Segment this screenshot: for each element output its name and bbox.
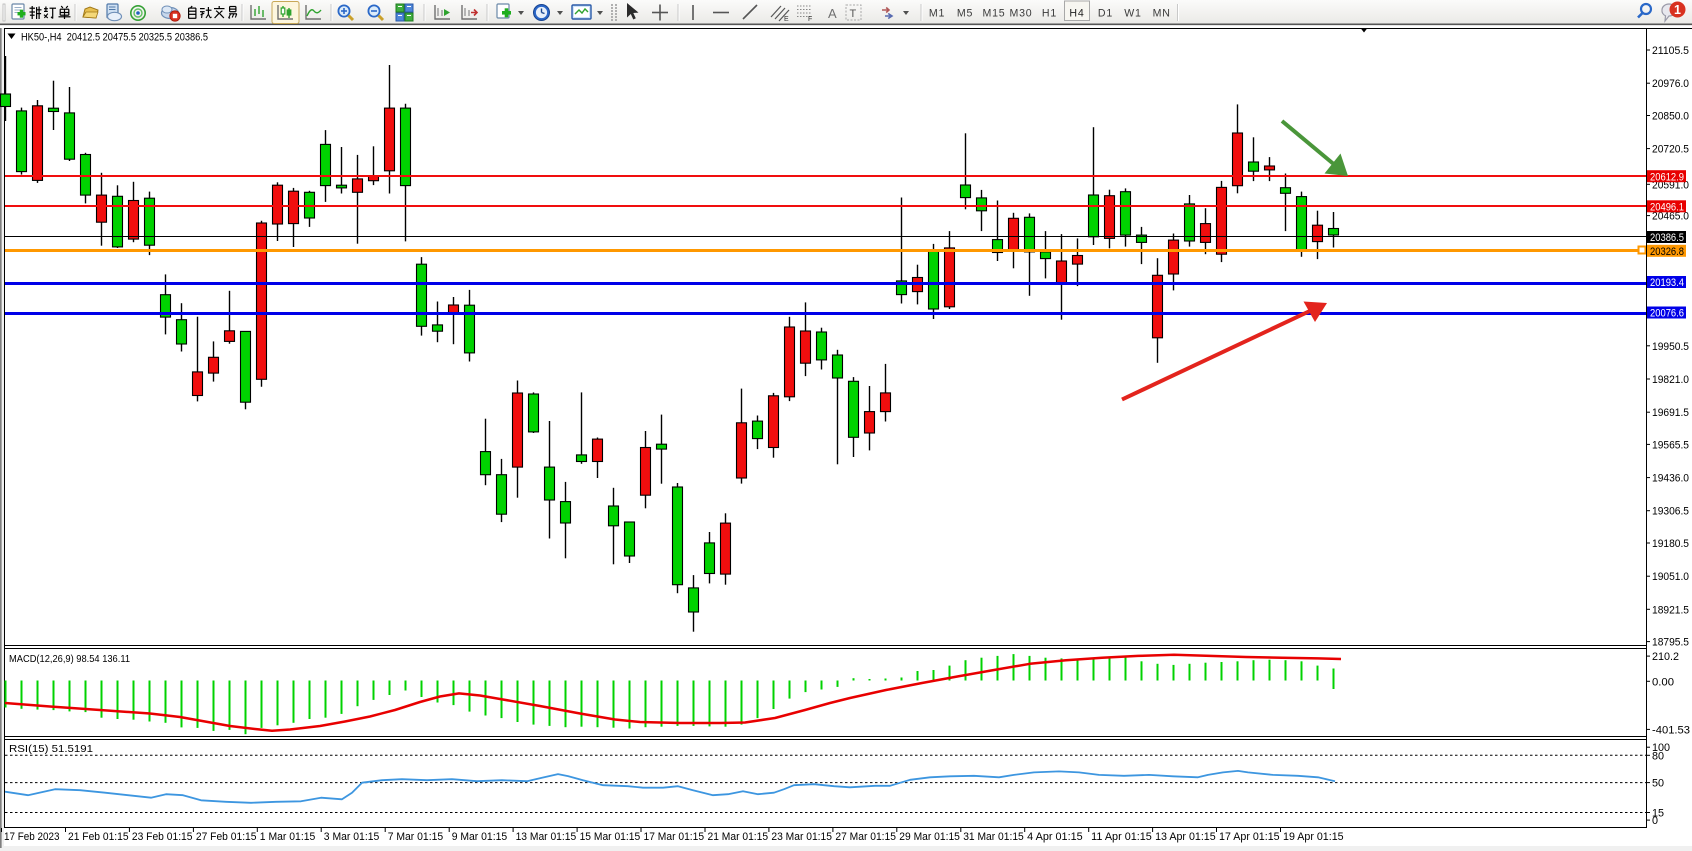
svg-text:A: A	[828, 6, 837, 21]
svg-text:W1: W1	[1124, 8, 1142, 20]
svg-text:20496.1: 20496.1	[1650, 202, 1684, 214]
svg-text:20193.4: 20193.4	[1650, 277, 1684, 289]
svg-text:20386.5: 20386.5	[1650, 232, 1684, 244]
svg-text:T: T	[850, 8, 857, 20]
svg-text:18795.5: 18795.5	[1652, 637, 1689, 649]
svg-text:20720.5: 20720.5	[1652, 144, 1689, 156]
svg-text:15 Mar 01:15: 15 Mar 01:15	[580, 831, 641, 843]
svg-text:19950.5: 19950.5	[1652, 341, 1689, 353]
svg-text:19306.5: 19306.5	[1652, 506, 1689, 518]
svg-text:27 Feb 01:15: 27 Feb 01:15	[196, 831, 257, 843]
svg-text:1 Mar 01:15: 1 Mar 01:15	[260, 831, 316, 843]
svg-text:19180.5: 19180.5	[1652, 538, 1689, 550]
svg-text:31 Mar 01:15: 31 Mar 01:15	[963, 831, 1024, 843]
svg-text:H4: H4	[1069, 8, 1084, 20]
svg-text:13 Apr 01:15: 13 Apr 01:15	[1155, 831, 1216, 843]
svg-text:4 Apr 01:15: 4 Apr 01:15	[1027, 831, 1083, 843]
svg-text:3 Mar 01:15: 3 Mar 01:15	[324, 831, 380, 843]
svg-text:21105.5: 21105.5	[1652, 45, 1689, 57]
svg-text:23 Mar 01:15: 23 Mar 01:15	[771, 831, 832, 843]
svg-text:80: 80	[1652, 750, 1664, 762]
svg-text:20976.0: 20976.0	[1652, 78, 1689, 90]
svg-text:MACD(12,26,9) 98.54 136.11: MACD(12,26,9) 98.54 136.11	[9, 653, 130, 665]
svg-text:20076.6: 20076.6	[1650, 308, 1684, 320]
svg-text:17 Apr 01:15: 17 Apr 01:15	[1219, 831, 1280, 843]
svg-text:19565.5: 19565.5	[1652, 439, 1689, 451]
svg-text:21 Feb 01:15: 21 Feb 01:15	[68, 831, 129, 843]
svg-text:100: 100	[1652, 742, 1670, 754]
svg-text:27 Mar 01:15: 27 Mar 01:15	[835, 831, 896, 843]
svg-text:210.2: 210.2	[1652, 651, 1679, 663]
svg-text:20591.0: 20591.0	[1652, 179, 1689, 191]
svg-text:0.00: 0.00	[1652, 676, 1674, 688]
svg-text:HK50-,H4 20412.5 20475.5 2032: HK50-,H4 20412.5 20475.5 20325.5 20386.5	[21, 31, 208, 43]
svg-text:17 Feb 2023: 17 Feb 2023	[4, 831, 60, 843]
svg-text:9 Mar 01:15: 9 Mar 01:15	[452, 831, 508, 843]
svg-text:50: 50	[1652, 778, 1664, 790]
svg-text:19 Apr 01:15: 19 Apr 01:15	[1283, 831, 1344, 843]
svg-text:M15: M15	[982, 8, 1005, 20]
svg-text:19051.0: 19051.0	[1652, 571, 1689, 583]
svg-text:H1: H1	[1042, 8, 1057, 20]
svg-text:F: F	[808, 16, 812, 23]
svg-text:E: E	[784, 16, 789, 23]
svg-text:17 Mar 01:15: 17 Mar 01:15	[644, 831, 705, 843]
svg-text:D1: D1	[1098, 8, 1113, 20]
svg-text:21 Mar 01:15: 21 Mar 01:15	[708, 831, 769, 843]
svg-text:1: 1	[1674, 3, 1681, 17]
svg-text:7 Mar 01:15: 7 Mar 01:15	[388, 831, 444, 843]
svg-text:19436.0: 19436.0	[1652, 473, 1689, 485]
svg-text:18921.5: 18921.5	[1652, 604, 1689, 616]
svg-text:M30: M30	[1009, 8, 1032, 20]
svg-text:23 Feb 01:15: 23 Feb 01:15	[132, 831, 193, 843]
svg-text:11 Apr 01:15: 11 Apr 01:15	[1091, 831, 1152, 843]
svg-text:29 Mar 01:15: 29 Mar 01:15	[899, 831, 960, 843]
svg-text:MN: MN	[1153, 8, 1171, 20]
svg-text:20850.0: 20850.0	[1652, 111, 1689, 123]
svg-text:M1: M1	[929, 8, 945, 20]
svg-text:13 Mar 01:15: 13 Mar 01:15	[516, 831, 577, 843]
svg-text:RSI(15) 51.5191: RSI(15) 51.5191	[9, 743, 93, 755]
svg-text:20326.8: 20326.8	[1650, 246, 1684, 258]
svg-text:19821.0: 19821.0	[1652, 374, 1689, 386]
svg-text:-401.53: -401.53	[1652, 724, 1690, 736]
svg-text:19691.5: 19691.5	[1652, 407, 1689, 419]
svg-text:M5: M5	[957, 8, 973, 20]
svg-text:20612.9: 20612.9	[1650, 171, 1684, 183]
svg-text:15: 15	[1652, 808, 1664, 820]
svg-text:0: 0	[1652, 815, 1658, 827]
svg-text:20465.0: 20465.0	[1652, 211, 1689, 223]
